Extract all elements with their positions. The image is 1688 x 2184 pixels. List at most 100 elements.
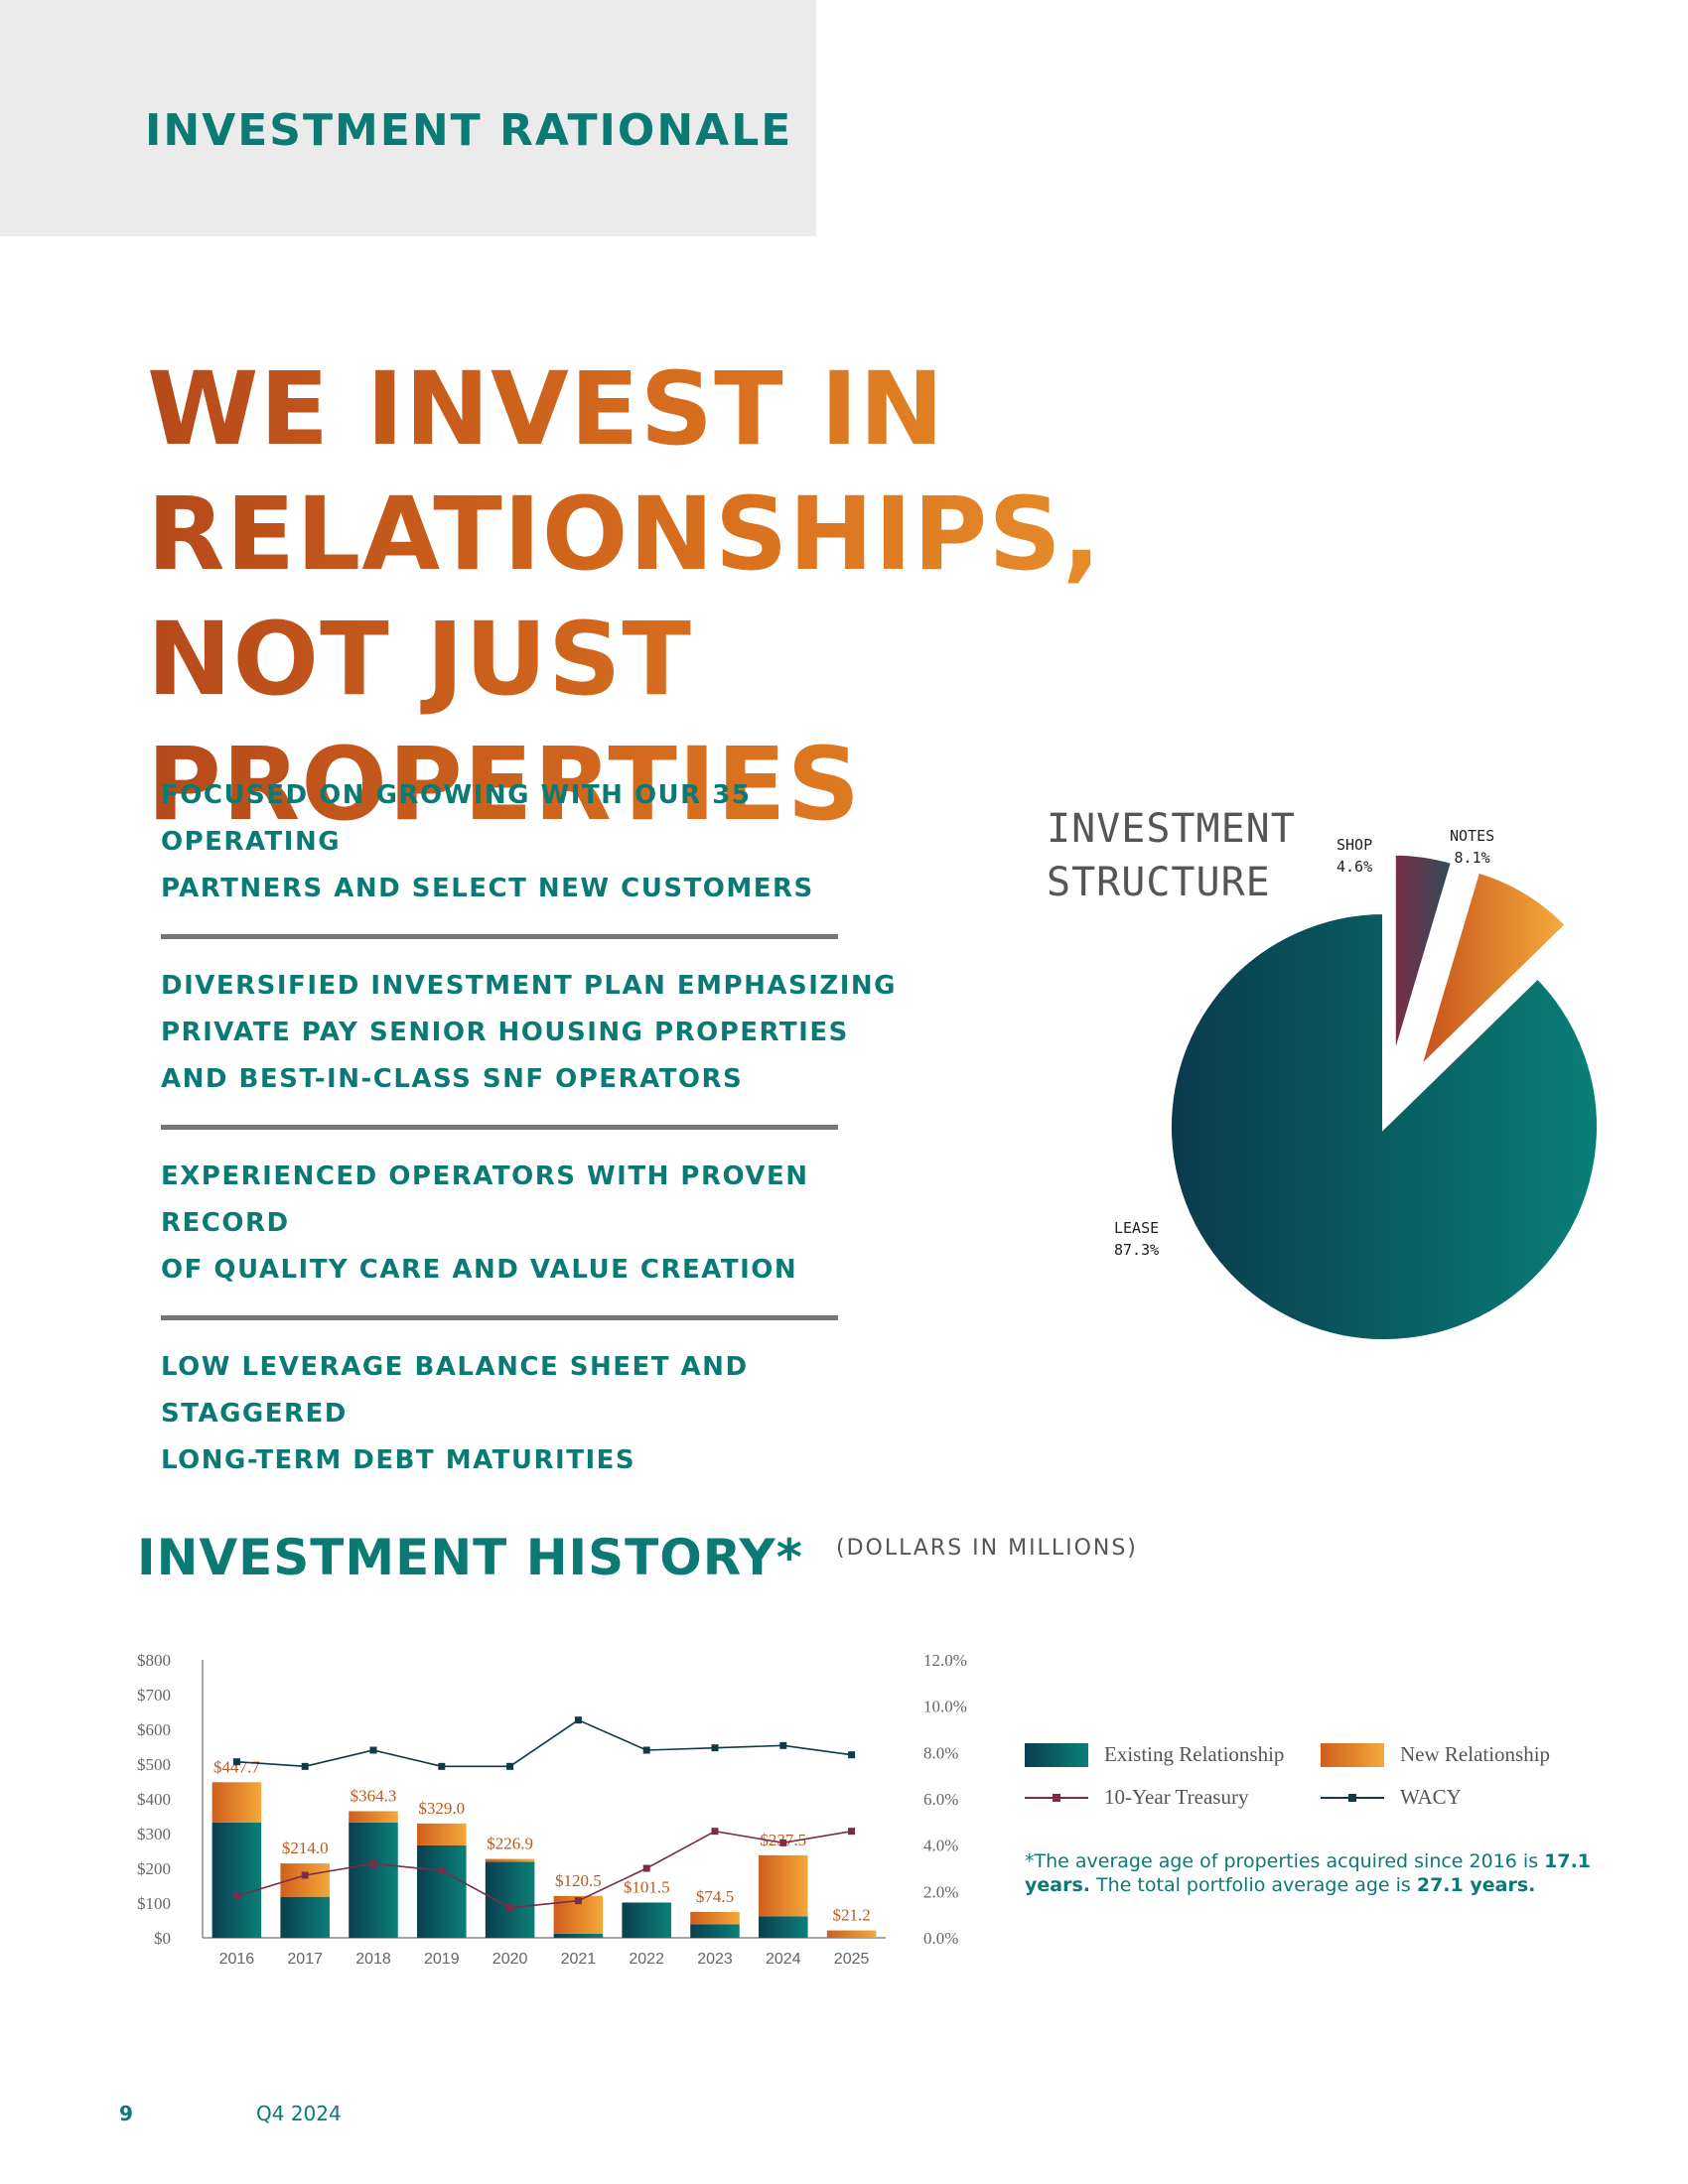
bar-total-label: $214.0 <box>282 1839 329 1857</box>
pie-title: INVESTMENT STRUCTURE <box>1047 802 1296 909</box>
bar-existing <box>690 1924 740 1938</box>
pie-slice-lease <box>1168 909 1601 1343</box>
y2-tick-label: 2.0% <box>923 1882 958 1901</box>
line-point <box>301 1871 309 1879</box>
x-tick-label: 2021 <box>561 1951 597 1968</box>
line-wacy <box>236 1718 852 1768</box>
history-subtitle: (DOLLARS IN MILLIONS) <box>836 1536 1138 1561</box>
rationale-line: LOW LEVERAGE BALANCE SHEET AND STAGGERED <box>161 1352 749 1429</box>
legend-label: WACY <box>1400 1785 1462 1809</box>
footnote-highlight: 27.1 years. <box>1416 1874 1536 1896</box>
y-tick-label: $500 <box>137 1755 171 1774</box>
legend-label: New Relationship <box>1400 1742 1551 1766</box>
line-point <box>642 1746 650 1754</box>
line-point <box>711 1744 719 1752</box>
rationale-line: LONG-TERM DEBT MATURITIES <box>161 1445 636 1475</box>
section-label: INVESTMENT RATIONALE <box>145 105 793 156</box>
page-date: Q4 2024 <box>256 2102 342 2125</box>
pie-label-shop: SHOP 4.6% <box>1336 834 1372 878</box>
bar-existing <box>349 1822 398 1938</box>
footnote-text: *The average age of properties acquired … <box>1025 1850 1545 1872</box>
pie-title-line: STRUCTURE <box>1047 860 1271 905</box>
pie-slice-notes <box>1415 868 1570 1076</box>
line-point <box>438 1762 446 1770</box>
bar-existing <box>622 1902 671 1938</box>
x-tick-label: 2023 <box>697 1951 733 1968</box>
bar-total-label: $21.2 <box>832 1906 870 1925</box>
divider <box>161 1125 838 1130</box>
x-tick-label: 2020 <box>492 1951 528 1968</box>
rationale-item: LOW LEVERAGE BALANCE SHEET AND STAGGERED… <box>161 1344 915 1484</box>
rationale-list: FOCUSED ON GROWING WITH OUR 35 OPERATING… <box>161 772 915 1484</box>
x-tick-label: 2016 <box>219 1951 255 1968</box>
bar-new <box>349 1811 398 1823</box>
bar-total-label: $329.0 <box>418 1799 465 1818</box>
line-point <box>232 1758 240 1766</box>
pie-label-name: LEASE <box>1114 1219 1160 1237</box>
bar-existing <box>211 1822 262 1938</box>
rationale-line: AND BEST-IN-CLASS SNF OPERATORS <box>161 1064 744 1094</box>
rationale-line: PARTNERS AND SELECT NEW CUSTOMERS <box>161 874 814 903</box>
line-point <box>779 1741 787 1749</box>
pie-label-value: 8.1% <box>1454 849 1490 867</box>
line-treasury <box>236 1830 852 1909</box>
bar-new <box>485 1858 535 1862</box>
pie-slices <box>1168 851 1601 1343</box>
rationale-line: EXPERIENCED OPERATORS WITH PROVEN RECORD <box>161 1161 809 1238</box>
rationale-line: FOCUSED ON GROWING WITH OUR 35 OPERATING <box>161 780 752 857</box>
legend-label: 10-Year Treasury <box>1104 1785 1249 1809</box>
line-point <box>779 1839 787 1846</box>
rationale-item: DIVERSIFIED INVESTMENT PLAN EMPHASIZING … <box>161 963 915 1103</box>
y2-tick-label: 0.0% <box>923 1929 958 1948</box>
line-point <box>506 1762 514 1770</box>
y-tick-label: $700 <box>137 1686 171 1705</box>
line-point <box>369 1859 377 1867</box>
y-tick-label: $100 <box>137 1894 171 1913</box>
y-tick-label: $200 <box>137 1859 171 1878</box>
pie-label-notes: NOTES 8.1% <box>1450 825 1494 869</box>
line-point <box>301 1762 309 1770</box>
page-number: 9 <box>119 2102 133 2125</box>
bar-new <box>759 1854 808 1917</box>
legend-swatch-new <box>1321 1742 1384 1767</box>
legend-wacy: WACY <box>1321 1785 1462 1810</box>
bar-existing <box>553 1933 604 1938</box>
line-point <box>848 1751 856 1759</box>
x-tick-label: 2024 <box>766 1951 801 1968</box>
history-title: INVESTMENT HISTORY* <box>137 1529 803 1586</box>
pie-label-value: 4.6% <box>1336 858 1373 876</box>
x-tick-label: 2019 <box>424 1951 460 1968</box>
investment-history-chart: $0 $100 $200 $300 $400 $500 $600 $700 $800 0.0% 2.… <box>137 1651 967 1968</box>
bar-total-label: $364.3 <box>351 1786 397 1805</box>
bar-new <box>211 1782 262 1823</box>
legend-swatch-treasury <box>1025 1786 1088 1810</box>
y-tick-label: $600 <box>137 1720 171 1739</box>
bar-existing <box>280 1896 330 1938</box>
bar-new <box>690 1911 740 1925</box>
pie-slice-shop <box>1391 851 1456 1061</box>
bar-new <box>826 1930 877 1938</box>
line-point <box>438 1866 446 1874</box>
x-tick-label: 2022 <box>629 1951 664 1968</box>
y-tick-label: $800 <box>137 1651 171 1670</box>
footnote: *The average age of properties acquired … <box>1025 1849 1620 1897</box>
y2-tick-label: 4.0% <box>923 1837 958 1855</box>
rationale-item: EXPERIENCED OPERATORS WITH PROVEN RECORD… <box>161 1154 915 1294</box>
bar-total-label: $101.5 <box>624 1877 670 1896</box>
x-tick-label: 2017 <box>287 1951 323 1968</box>
pie-label-value: 87.3% <box>1114 1241 1160 1259</box>
pie-title-line: INVESTMENT <box>1047 806 1296 852</box>
line-point <box>848 1828 856 1836</box>
pie-label-name: SHOP <box>1336 836 1373 854</box>
bar-total-label: $74.5 <box>696 1887 734 1906</box>
legend-swatch-existing <box>1025 1742 1088 1767</box>
legend-swatch-wacy <box>1321 1786 1384 1810</box>
line-point <box>506 1904 514 1912</box>
rationale-item: FOCUSED ON GROWING WITH OUR 35 OPERATING… <box>161 772 915 912</box>
line-point <box>711 1828 719 1836</box>
y2-tick-label: 12.0% <box>923 1651 967 1670</box>
bar-new <box>417 1823 467 1845</box>
footnote-highlight: 17.1 years. <box>1025 1850 1592 1896</box>
line-point <box>574 1716 582 1724</box>
